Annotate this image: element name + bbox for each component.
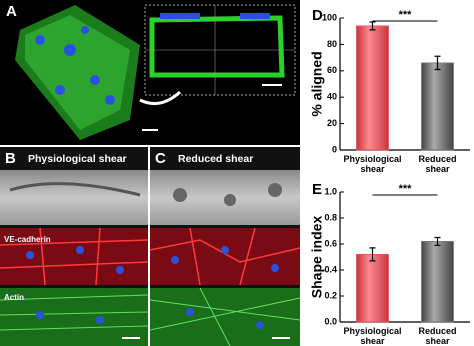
error-bar-line [369,21,376,31]
bar [421,62,454,151]
bar [356,253,389,323]
y-tick-label: 100 [322,12,337,22]
error-bar [434,55,441,71]
panel-title: Physiological shear [28,153,127,165]
y-tick-label: 0.2 [324,290,337,300]
panel-a: A [0,0,300,145]
y-tick-label: 1.0 [324,186,337,196]
significance-label: *** [399,183,413,195]
panel-title: Reduced shear [178,153,253,165]
error-bar-line [369,247,376,262]
x-tick-label: Physiological shear [343,154,401,174]
bar [356,25,389,151]
error-bar [369,21,376,31]
y-tick-label: 0 [332,144,337,154]
y-axis-label: Shape index [309,216,325,299]
error-bar-line [434,55,441,71]
panel-label: C [155,150,166,167]
y-tick-label: 0.8 [324,212,337,222]
panel-label: D [312,7,323,24]
x-tick-label: Reduced shear [418,326,456,346]
error-bar-line [434,236,441,246]
panel-label: E [312,181,322,198]
x-tick-label: Reduced shear [418,154,456,174]
stain-label: Actin [4,293,24,302]
panel-b: B Physiological shear VE-cadherin Actin [0,147,149,346]
stain-label: VE-cadherin [4,235,51,244]
y-tick-label: 80 [327,39,337,49]
error-bar [434,236,441,246]
y-axis-label: % aligned [309,51,325,116]
y-tick-label: 40 [327,92,337,102]
y-tick-label: 0.0 [324,316,337,326]
panel-label: B [5,150,16,167]
bar [421,240,454,323]
y-tick-label: 60 [327,65,337,75]
significance-label: *** [399,9,413,21]
y-tick-label: 0.4 [324,264,337,274]
panel-c: C Reduced shear [149,147,301,346]
panel-label: A [6,3,17,20]
y-tick-label: 20 [327,118,337,128]
error-bar [369,247,376,262]
y-tick-label: 0.6 [324,238,337,248]
x-tick-label: Physiological shear [343,326,401,346]
